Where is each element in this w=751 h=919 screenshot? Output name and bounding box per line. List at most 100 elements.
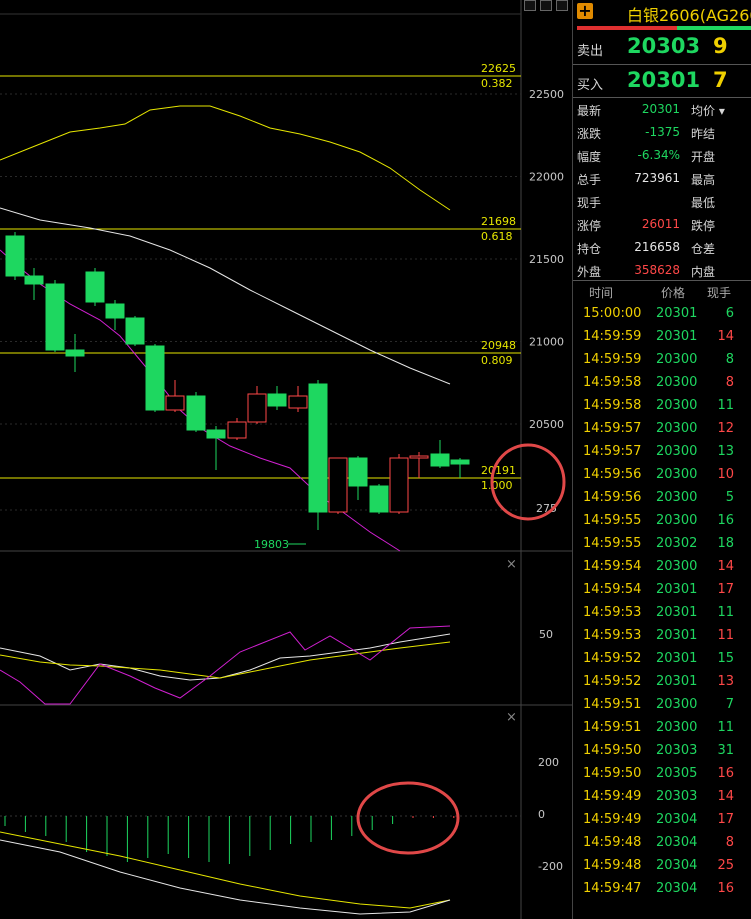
price-tick-label: 21000 [529, 336, 564, 349]
tick-row[interactable]: 14:59:57 20300 12 [573, 418, 751, 441]
add-icon[interactable]: + [577, 1, 593, 20]
tick-volume: 25 [717, 858, 734, 873]
tick-row[interactable]: 14:59:55 20300 16 [573, 510, 751, 533]
buy-price: 20301 [627, 68, 701, 92]
tick-row[interactable]: 14:59:53 20301 11 [573, 602, 751, 625]
tick-row[interactable]: 15:00:00 20301 6 [573, 303, 751, 326]
tick-price: 20305 [656, 766, 698, 781]
annotation-circle [490, 443, 566, 521]
tick-time: 14:59:56 [583, 490, 642, 505]
fib-ratio-label: 0.618 [481, 230, 513, 243]
stat-row: 总手 723961 最高 [573, 168, 751, 190]
tick-row[interactable]: 14:59:51 20300 7 [573, 694, 751, 717]
tick-time: 14:59:53 [583, 605, 642, 620]
tick-price: 20304 [656, 835, 698, 850]
tick-row[interactable]: 14:59:58 20300 11 [573, 395, 751, 418]
tick-row[interactable]: 14:59:48 20304 25 [573, 855, 751, 878]
close-pane-icon: × [506, 710, 517, 725]
sell-row[interactable]: 卖出 20303 9 [573, 32, 751, 62]
candle-body [227, 421, 247, 439]
tick-time: 14:59:50 [583, 766, 642, 781]
stat-label: 现手 [577, 196, 602, 210]
candle-body [85, 271, 105, 303]
stat-label-right: 内盘 [691, 265, 716, 279]
tick-price: 20301 [656, 329, 698, 344]
stat-value: -6.34% [637, 148, 680, 162]
price-tick-label: 21500 [529, 253, 564, 266]
stat-label-right: 最低 [691, 196, 716, 210]
tick-price: 20304 [656, 812, 698, 827]
fib-ratio-label: 0.809 [481, 354, 513, 367]
ma-yellow-line [0, 105, 451, 211]
minimize-icon[interactable] [524, 0, 536, 11]
tick-price: 20301 [656, 306, 698, 321]
tick-row[interactable]: 14:59:56 20300 5 [573, 487, 751, 510]
tick-volume: 11 [717, 398, 734, 413]
stat-value: 358628 [634, 263, 680, 277]
tick-volume: 16 [717, 766, 734, 781]
tick-price: 20301 [656, 582, 698, 597]
tick-row[interactable]: 14:59:47 20304 16 [573, 878, 751, 901]
restore-icon[interactable] [540, 0, 552, 11]
stat-value: 20301 [641, 102, 680, 116]
title-bar: + 白银2606(AG2606 [573, 0, 751, 25]
tick-volume: 8 [725, 835, 734, 850]
col-time-header: 时间 [589, 286, 614, 300]
tick-row[interactable]: 14:59:52 20301 15 [573, 648, 751, 671]
buy-row[interactable]: 买入 20301 7 [573, 66, 751, 96]
stat-value: 26011 [641, 217, 680, 231]
buy-volume: 7 [713, 68, 728, 92]
tick-row[interactable]: 14:59:56 20300 10 [573, 464, 751, 487]
tick-time: 14:59:52 [583, 651, 642, 666]
tick-row[interactable]: 14:59:49 20304 17 [573, 809, 751, 832]
candle-body [5, 235, 25, 277]
tick-row[interactable]: 14:59:48 20304 8 [573, 832, 751, 855]
kline-chart-area[interactable]: 22500 22000 21500 21000 20500 275 22625 0.382 2… [0, 0, 572, 919]
stat-value: -1375 [645, 125, 680, 139]
tick-time: 14:59:54 [583, 559, 642, 574]
sell-label: 卖出 [577, 44, 604, 59]
tick-time: 14:59:51 [583, 697, 642, 712]
tick-row[interactable]: 14:59:55 20302 18 [573, 533, 751, 556]
tick-volume: 11 [717, 628, 734, 643]
close-icon[interactable] [556, 0, 568, 11]
kdj-k-line [0, 633, 451, 681]
tick-volume: 10 [717, 467, 734, 482]
tick-row[interactable]: 14:59:57 20300 13 [573, 441, 751, 464]
tick-time: 14:59:56 [583, 467, 642, 482]
tick-row[interactable]: 14:59:50 20305 16 [573, 763, 751, 786]
tick-row[interactable]: 14:59:54 20301 17 [573, 579, 751, 602]
stat-row: 现手 最低 [573, 191, 751, 213]
candle-body [267, 393, 287, 407]
sell-price: 20303 [627, 34, 701, 58]
stat-value: 216658 [634, 240, 680, 254]
fib-value-label: 22625 [481, 62, 516, 75]
price-tick-label: 20500 [529, 418, 564, 431]
candle-body [328, 457, 348, 513]
tick-row[interactable]: 14:59:59 20300 8 [573, 349, 751, 372]
tick-volume: 17 [717, 582, 734, 597]
red-bar [577, 26, 677, 30]
stat-label-right: 昨结 [691, 127, 716, 141]
candle-body [247, 393, 267, 423]
tick-time: 14:59:49 [583, 789, 642, 804]
tick-row[interactable]: 14:59:49 20303 14 [573, 786, 751, 809]
tick-volume: 13 [717, 674, 734, 689]
tick-row[interactable]: 14:59:59 20301 14 [573, 326, 751, 349]
tick-price: 20301 [656, 674, 698, 689]
tick-row[interactable]: 14:59:53 20301 11 [573, 625, 751, 648]
tick-row[interactable]: 14:59:50 20303 31 [573, 740, 751, 763]
tick-time: 14:59:51 [583, 720, 642, 735]
tick-row[interactable]: 14:59:58 20300 8 [573, 372, 751, 395]
candle-body [24, 275, 44, 285]
tick-row[interactable]: 14:59:54 20300 14 [573, 556, 751, 579]
stat-label: 涨跌 [577, 127, 602, 141]
sell-volume: 9 [713, 34, 728, 58]
tick-row[interactable]: 14:59:52 20301 13 [573, 671, 751, 694]
tick-volume: 11 [717, 605, 734, 620]
tick-time: 14:59:47 [583, 881, 642, 896]
col-price-header: 价格 [661, 286, 686, 300]
tick-price: 20300 [656, 559, 698, 574]
tick-row[interactable]: 14:59:51 20300 11 [573, 717, 751, 740]
